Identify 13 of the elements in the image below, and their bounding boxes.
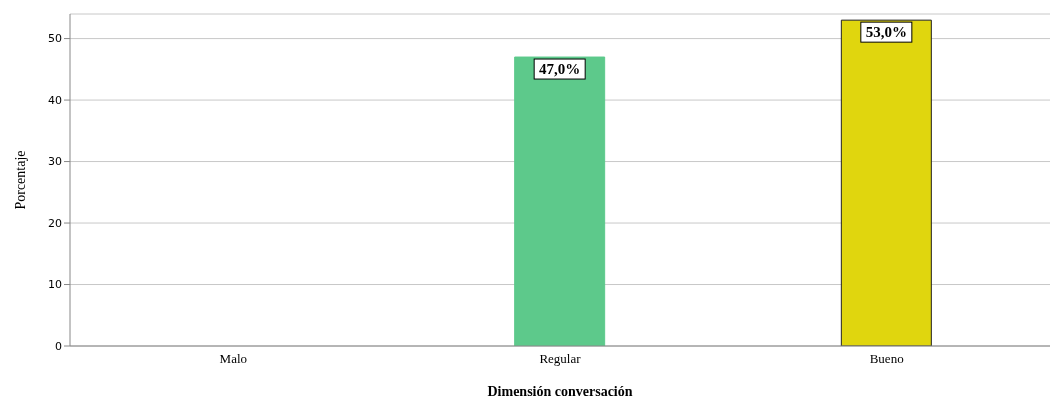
y-tick-label: 40 <box>48 93 62 107</box>
y-tick-label: 10 <box>48 278 62 292</box>
x-tick-label: Malo <box>219 351 248 367</box>
y-tick-label: 50 <box>48 32 62 46</box>
y-tick-label: 20 <box>48 216 62 230</box>
x-tick-label: Bueno <box>869 351 904 367</box>
y-tick-label: 30 <box>48 155 62 169</box>
x-axis-title: Dimensión conversación <box>487 384 633 399</box>
data-label: 53,0% <box>865 24 907 41</box>
x-tick-label: Regular <box>539 351 582 367</box>
y-tick-label: 0 <box>55 339 62 353</box>
y-axis-title: Porcentaje <box>12 150 28 210</box>
data-label: 47,0% <box>539 61 581 78</box>
